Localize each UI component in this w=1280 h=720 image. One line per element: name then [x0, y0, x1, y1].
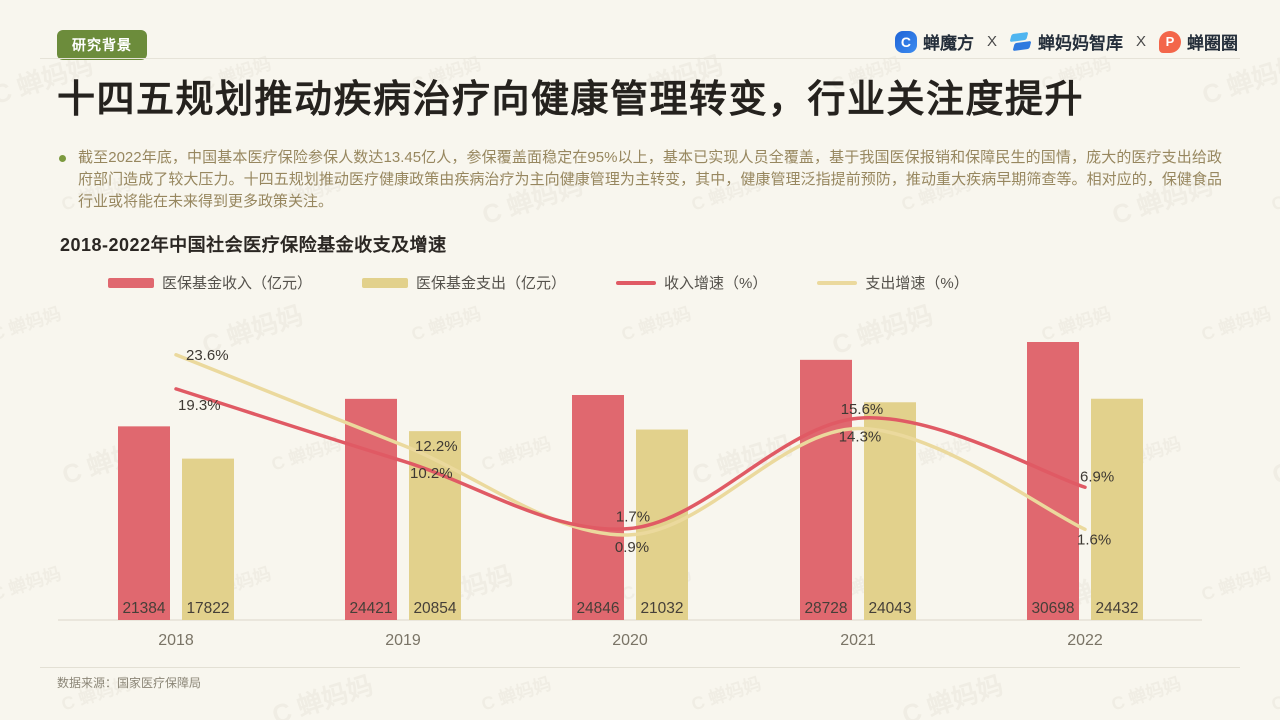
growth-pct-label: 23.6% [186, 347, 229, 364]
legend-income-swatch [108, 277, 154, 288]
brand-chanmama-zhiku-label: 蝉妈妈智库 [1037, 34, 1123, 53]
bar-expense-2019 [409, 431, 461, 620]
growth-pct-label: 0.9% [615, 539, 649, 556]
growth-pct-label: 6.9% [1080, 468, 1114, 485]
legend-expense-growth-swatch [817, 280, 858, 285]
x-axis-label-2021: 2021 [840, 632, 876, 649]
bar-income-2018 [118, 426, 170, 620]
bar-income-2020 [572, 394, 624, 620]
watermark-text: C 蝉妈妈 [1198, 49, 1280, 111]
legend-income-label: 医保基金收入（亿元） [162, 275, 313, 292]
watermark-text: C 蝉妈妈 [478, 673, 554, 715]
watermark-text: C 蝉妈妈 [688, 673, 764, 715]
chart-canvas: 21384 24421 24846 28728 30698 17822 20854 21032… [58, 342, 1202, 649]
legend-income-growth-swatch [616, 280, 657, 285]
bar-income-2021 [800, 359, 852, 620]
income-growth-line [174, 387, 1087, 531]
legend-expense-swatch [362, 277, 409, 288]
growth-pct-label: 19.3% [178, 397, 221, 414]
header-divider [40, 58, 1240, 59]
data-source: 数据来源：国家医疗保障局 [57, 676, 202, 690]
chanmofang-icon: C [894, 30, 917, 53]
brand-chanmofang-label: 蝉魔方 [922, 34, 974, 53]
watermark-text: C 蝉妈妈 [898, 669, 1007, 720]
growth-pct-label: 12.2% [415, 438, 458, 455]
growth-pct-label: 1.7% [616, 509, 650, 526]
bar-value-label: 24432 [1095, 600, 1138, 617]
bar-value-label: 24421 [349, 600, 392, 617]
chart-legend: 医保基金收入（亿元） 医保基金支出（亿元） 收入增速（%） 支出增速（%） [108, 272, 969, 293]
brand-separator: X [1135, 33, 1146, 50]
brand-chanquanquan: P 蝉圈圈 [1159, 29, 1238, 54]
bar-income-2019 [345, 398, 397, 620]
legend-income-growth-label: 收入增速（%） [664, 275, 768, 292]
bar-value-label: 17822 [186, 600, 229, 617]
x-axis-label-2019: 2019 [385, 632, 421, 649]
legend-item-income-bar: 医保基金收入（亿元） [108, 272, 312, 293]
brand-separator: X [986, 33, 997, 50]
x-axis-label-2018: 2018 [158, 632, 194, 649]
chanmama-zhiku-icon [1009, 31, 1032, 53]
page-title: 十四五规划推动疾病治疗向健康管理转变，行业关注度提升 [57, 79, 1085, 121]
legend-item-income-growth-line: 收入增速（%） [616, 272, 767, 293]
bullet-dot-icon [59, 155, 66, 162]
bar-value-label: 21384 [122, 600, 165, 617]
bar-value-label: 21032 [640, 600, 683, 617]
brand-chanmama-zhiku: 蝉妈妈智库 [1009, 29, 1123, 54]
watermark-text: C 蝉妈妈 [1268, 173, 1280, 215]
legend-expense-growth-label: 支出增速（%） [865, 275, 969, 292]
legend-item-expense-growth-line: 支出增速（%） [817, 272, 969, 293]
watermark-text: C 蝉妈妈 [1268, 673, 1280, 715]
legend-expense-label: 医保基金支出（亿元） [416, 275, 567, 292]
watermark-text: C 蝉妈妈 [1108, 673, 1184, 715]
watermark-text: C 蝉妈妈 [268, 669, 377, 720]
chart-area: 21384 24421 24846 28728 30698 17822 20854 21032… [40, 300, 1240, 660]
intro-bullet: 截至2022年底，中国基本医疗保险参保人数达13.45亿人，参保覆盖面稳定在95… [57, 147, 1222, 213]
bar-value-label: 30698 [1031, 600, 1074, 617]
section-badge: 研究背景 [57, 30, 147, 60]
chart-title: 2018-2022年中国社会医疗保险基金收支及增速 [60, 235, 447, 255]
growth-pct-label: 10.2% [410, 465, 453, 482]
brand-chanmofang: C 蝉魔方 [894, 29, 974, 54]
brand-logos: C 蝉魔方 X 蝉妈妈智库 X P 蝉圈圈 [894, 29, 1238, 54]
bar-value-label: 28728 [804, 600, 847, 617]
chanquanquan-icon: P [1159, 30, 1181, 53]
watermark-text: C 蝉妈妈 [1268, 430, 1280, 491]
x-axis-label-2020: 2020 [612, 632, 648, 649]
bar-value-label: 24043 [868, 600, 911, 617]
bar-expense-2022 [1091, 398, 1143, 620]
expense-growth-line [174, 353, 1087, 537]
footer-divider [40, 667, 1240, 668]
bar-value-label: 24846 [576, 600, 619, 617]
bar-expense-2018 [182, 458, 234, 620]
x-axis-label-2022: 2022 [1067, 632, 1103, 649]
growth-pct-label: 15.6% [841, 401, 884, 418]
intro-text: 截至2022年底，中国基本医疗保险参保人数达13.45亿人，参保覆盖面稳定在95… [78, 149, 1222, 211]
growth-pct-label: 14.3% [839, 429, 882, 446]
legend-item-expense-bar: 医保基金支出（亿元） [362, 272, 566, 293]
growth-pct-label: 1.6% [1077, 531, 1111, 548]
brand-chanquanquan-label: 蝉圈圈 [1187, 34, 1238, 53]
bar-value-label: 20854 [413, 600, 456, 617]
